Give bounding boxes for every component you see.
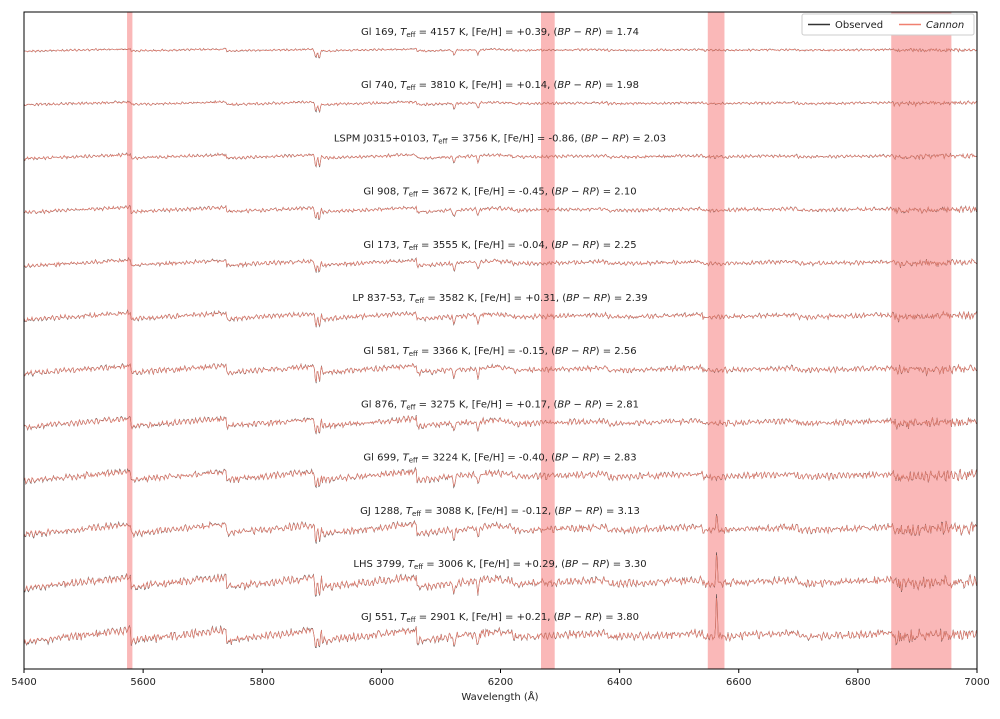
x-tick-label-8: 7000 <box>964 677 989 688</box>
x-tick-label-5: 6400 <box>607 677 632 688</box>
spectra-series <box>23 47 977 649</box>
observed-spectrum-2 <box>23 152 977 168</box>
masked-region-2 <box>707 12 725 669</box>
x-axis-ticks: 5400 5600 5800 6000 6200 6400 6600 6800 7000 <box>11 669 990 688</box>
cannon-spectrum-11 <box>23 597 977 648</box>
star-labels: Gl 169, Teff = 4157 K, [Fe/H] = +0.39, (… <box>334 27 666 624</box>
x-tick-label-0: 5400 <box>11 677 36 688</box>
cannon-spectrum-8 <box>23 467 977 488</box>
x-tick-label-7: 6800 <box>845 677 870 688</box>
masked-region-1 <box>541 12 555 669</box>
legend-label-observed: Observed <box>835 20 883 31</box>
x-tick-label-3: 6000 <box>369 677 394 688</box>
star-label-0: Gl 169, Teff = 4157 K, [Fe/H] = +0.39, (… <box>361 27 639 39</box>
star-label-3: Gl 908, Teff = 3672 K, [Fe/H] = -0.45, (… <box>363 187 636 199</box>
star-label-2: LSPM J0315+0103, Teff = 3756 K, [Fe/H] =… <box>334 133 666 145</box>
cannon-spectrum-9 <box>23 515 977 543</box>
x-tick-label-2: 5800 <box>250 677 275 688</box>
observed-spectrum-1 <box>23 100 977 114</box>
legend: Observed Cannon <box>801 13 975 36</box>
star-label-1: Gl 740, Teff = 3810 K, [Fe/H] = +0.14, (… <box>361 80 639 92</box>
masked-region-3 <box>891 12 952 669</box>
cannon-spectrum-1 <box>23 99 977 113</box>
star-label-6: Gl 581, Teff = 3366 K, [Fe/H] = -0.15, (… <box>363 346 636 358</box>
x-tick-label-1: 5600 <box>130 677 155 688</box>
star-label-4: Gl 173, Teff = 3555 K, [Fe/H] = -0.04, (… <box>363 240 636 252</box>
masked-regions <box>127 12 952 669</box>
cannon-spectrum-0 <box>24 47 977 58</box>
observed-spectrum-5 <box>23 309 977 328</box>
x-tick-label-4: 6200 <box>488 677 513 688</box>
cannon-spectrum-5 <box>23 310 977 327</box>
cannon-spectrum-3 <box>23 205 977 219</box>
x-tick-label-6: 6600 <box>726 677 751 688</box>
star-label-8: Gl 699, Teff = 3224 K, [Fe/H] = -0.40, (… <box>363 453 636 465</box>
plot-frame <box>23 11 978 670</box>
star-label-7: Gl 876, Teff = 3275 K, [Fe/H] = +0.17, (… <box>361 399 639 411</box>
legend-box <box>801 13 975 36</box>
masked-region-0 <box>127 12 133 669</box>
legend-label-cannon: Cannon <box>926 20 964 31</box>
star-label-11: GJ 551, Teff = 2901 K, [Fe/H] = +0.21, (… <box>361 612 639 624</box>
x-axis-label: Wavelength (Å) <box>461 690 538 703</box>
observed-spectrum-4 <box>23 257 977 273</box>
cannon-spectrum-6 <box>23 362 977 383</box>
observed-spectrum-6 <box>23 362 977 384</box>
star-label-5: LP 837-53, Teff = 3582 K, [Fe/H] = +0.31… <box>352 293 647 305</box>
cannon-spectrum-10 <box>23 554 977 596</box>
star-label-9: GJ 1288, Teff = 3088 K, [Fe/H] = -0.12, … <box>360 506 640 518</box>
star-label-10: LHS 3799, Teff = 3006 K, [Fe/H] = +0.29,… <box>353 559 646 571</box>
cannon-spectrum-7 <box>23 414 977 435</box>
cannon-spectrum-4 <box>23 257 977 272</box>
cannon-spectrum-2 <box>23 152 977 168</box>
observed-spectrum-3 <box>23 204 977 220</box>
